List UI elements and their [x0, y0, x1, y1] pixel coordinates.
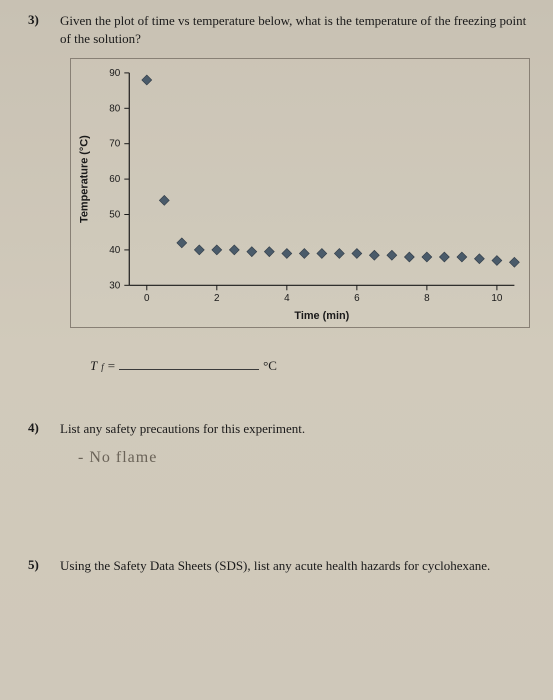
q5-number: 5)	[28, 557, 46, 575]
question-4: 4) List any safety precautions for this …	[28, 420, 535, 438]
svg-text:4: 4	[284, 294, 290, 305]
question-5: 5) Using the Safety Data Sheets (SDS), l…	[28, 557, 535, 575]
q4-text: List any safety precautions for this exp…	[60, 420, 305, 438]
freezing-point-chart: 30 40 50 60 70 80 90 0 2 4 6 8 10 Time (min) Temperatu…	[70, 58, 530, 328]
svg-text:8: 8	[424, 294, 430, 305]
svg-text:80: 80	[109, 104, 121, 115]
svg-text:30: 30	[109, 281, 121, 292]
answer-sub: f	[101, 362, 104, 372]
svg-text:70: 70	[109, 139, 121, 150]
q4-handwritten-answer: - No flame	[78, 449, 535, 467]
svg-text:60: 60	[109, 174, 121, 185]
chart-svg: 30 40 50 60 70 80 90 0 2 4 6 8 10 Time (min) Temperatu…	[71, 59, 529, 327]
svg-text:Temperature (°C): Temperature (°C)	[79, 135, 91, 223]
q5-text: Using the Safety Data Sheets (SDS), list…	[60, 557, 490, 575]
svg-text:50: 50	[109, 210, 121, 221]
answer-equals: =	[108, 358, 115, 374]
svg-text:6: 6	[354, 294, 360, 305]
worksheet-page: 3) Given the plot of time vs temperature…	[0, 0, 553, 700]
answer-unit: °C	[263, 358, 277, 374]
answer-blank[interactable]	[119, 356, 259, 370]
svg-text:Time (min): Time (min)	[294, 310, 349, 322]
q3-text: Given the plot of time vs temperature be…	[60, 12, 535, 48]
question-3: 3) Given the plot of time vs temperature…	[28, 12, 535, 48]
svg-text:2: 2	[214, 294, 220, 305]
svg-text:40: 40	[109, 245, 121, 256]
svg-text:90: 90	[109, 68, 121, 79]
svg-text:0: 0	[144, 294, 150, 305]
q3-number: 3)	[28, 12, 46, 48]
answer-prefix: T	[90, 358, 97, 374]
svg-text:10: 10	[491, 294, 503, 305]
q4-number: 4)	[28, 420, 46, 438]
answer-line: Tf = °C	[90, 356, 535, 374]
